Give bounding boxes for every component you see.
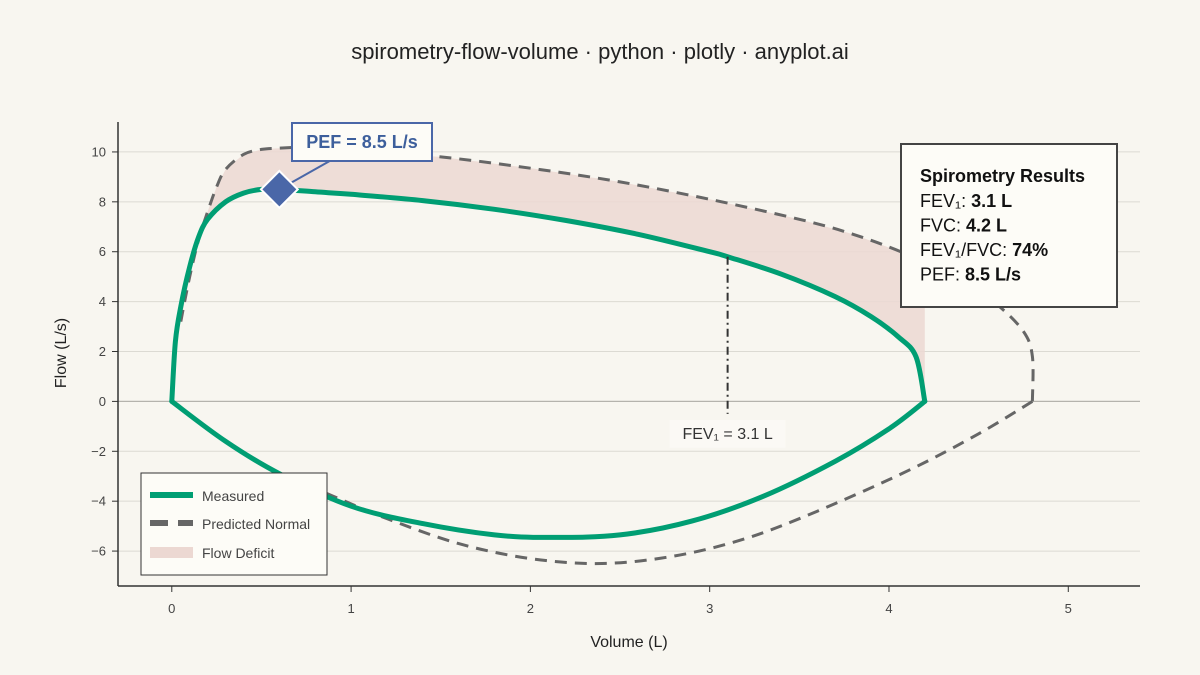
x-tick-label: 2 [527,601,534,616]
results-row-value: 3.1 L [971,191,1012,211]
measured-expiratory-line [169,186,928,404]
x-tick-label: 1 [347,601,354,616]
y-tick-label: 10 [92,144,106,159]
legend-item-label: Flow Deficit [202,545,274,561]
results-row: FEV₁: 3.1 L [920,191,1012,211]
legend-swatch-deficit [150,547,193,558]
pef-label: PEF = 8.5 L/s [306,132,418,152]
results-row-value: 8.5 L/s [965,265,1021,285]
pef-label-box [291,122,433,162]
grid [118,151,1140,552]
y-tick-label: 2 [99,344,106,359]
results-row: PEF: 8.5 L/s [920,265,1021,285]
y-tick-label: 6 [99,244,106,259]
x-tick-label: 0 [168,601,175,616]
legend: Measured Predicted Normal Flow Deficit [140,472,328,576]
results-row-value: 4.2 L [966,216,1007,236]
results-row-label: PEF: [920,265,965,285]
legend-item-label: Predicted Normal [202,516,310,532]
results-row-value: 74% [1012,240,1048,260]
annotations: FEV₁ = 3.1 L PEF = 8.5 L/s [259,122,786,448]
results-row-label: FEV₁/FVC: [920,240,1012,260]
predicted-inspiratory-line [278,400,1034,566]
x-tick-label: 5 [1065,601,1072,616]
legend-item-label: Measured [202,488,264,504]
y-tick-label: −6 [91,544,106,559]
results-heading: Spirometry Results [920,166,1085,186]
results-row: FVC: 4.2 L [920,216,1007,236]
results-row-label: FEV₁: [920,191,971,211]
y-tick-label: 8 [99,194,106,209]
x-axis-title: Volume (L) [590,634,667,651]
fev1-label-bg [669,419,786,448]
deficit-area [180,146,925,402]
flow-deficit-area [180,146,925,402]
results-row: FEV₁/FVC: 74% [920,240,1048,260]
x-tick-label: 3 [706,601,713,616]
y-tick-label: 0 [99,394,106,409]
chart-title: spirometry-flow-volume · python · plotly… [351,39,849,64]
fev1-label: FEV₁ = 3.1 L [682,426,772,443]
results-panel [900,143,1118,308]
results-row-label: FVC: [920,216,966,236]
axes: 10 8 6 4 2 0 −2 −4 −6 0 1 2 3 4 5 [91,122,1140,616]
x-tick-label: 4 [885,601,892,616]
y-tick-label: −2 [91,444,106,459]
y-axis-title: Flow (L/s) [53,318,70,388]
pef-marker [259,169,300,210]
y-tick-label: −4 [91,494,106,509]
y-tick-label: 4 [99,294,106,309]
